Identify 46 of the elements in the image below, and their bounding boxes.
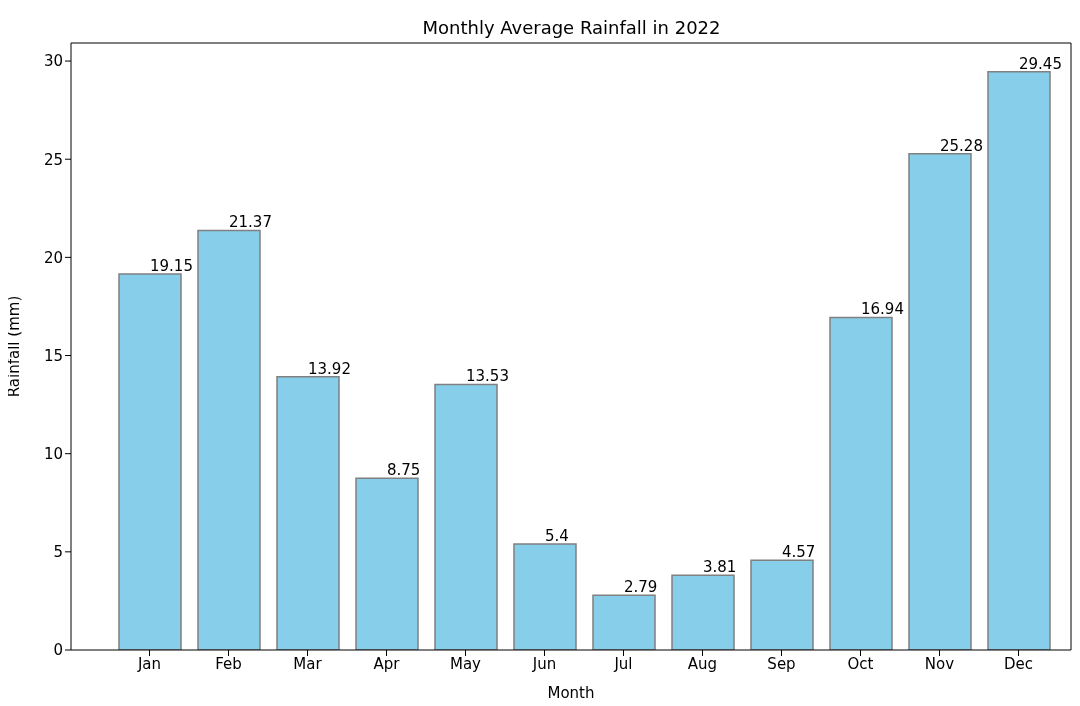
data-label: 29.45 — [1019, 54, 1062, 73]
bar — [197, 229, 261, 650]
data-label: 13.53 — [466, 367, 509, 386]
y-tick-label: 0 — [53, 641, 63, 660]
y-tick-label: 20 — [43, 248, 63, 267]
data-label: 21.37 — [229, 213, 272, 232]
bar — [276, 375, 340, 650]
x-tick-label: Jan — [136, 654, 162, 673]
x-tick-label: Feb — [215, 654, 242, 673]
x-tick-label: Jul — [613, 654, 633, 673]
bar — [592, 594, 656, 650]
data-label: 3.81 — [703, 558, 737, 577]
x-tick-label: Aug — [687, 654, 718, 673]
data-label: 4.57 — [782, 543, 816, 562]
bar — [513, 543, 577, 650]
x-axis-title: Month — [547, 684, 595, 702]
x-tick-label: Sep — [767, 654, 796, 673]
x-tick-label: Apr — [373, 654, 401, 673]
bar — [118, 273, 182, 650]
x-tick-label: Oct — [847, 654, 874, 673]
bar — [750, 559, 814, 650]
data-label: 8.75 — [387, 461, 421, 480]
data-label: 13.92 — [308, 359, 351, 378]
y-tick-label: 5 — [53, 543, 63, 562]
chart-title: Monthly Average Rainfall in 2022 — [422, 17, 721, 38]
data-label: 25.28 — [940, 136, 983, 155]
data-label: 2.79 — [624, 578, 658, 597]
x-tick-label: May — [449, 654, 482, 673]
y-tick-label: 15 — [43, 346, 63, 365]
y-tick-label: 25 — [43, 150, 63, 169]
data-label: 19.15 — [150, 257, 193, 276]
bar — [434, 383, 498, 650]
y-axis-title: Rainfall (mm) — [5, 295, 24, 398]
x-tick-label: Jun — [531, 654, 557, 673]
bar — [829, 316, 893, 650]
x-tick-label: Nov — [924, 654, 955, 673]
x-tick-label: Dec — [1003, 654, 1034, 673]
data-label: 5.4 — [545, 526, 569, 545]
bar — [355, 477, 419, 650]
bar — [671, 574, 735, 650]
data-label: 16.94 — [861, 300, 904, 319]
bar — [908, 152, 972, 650]
y-tick-label: 10 — [43, 445, 63, 464]
x-tick-label: Mar — [293, 654, 323, 673]
bar — [987, 71, 1051, 650]
y-tick-label: 30 — [43, 52, 63, 71]
